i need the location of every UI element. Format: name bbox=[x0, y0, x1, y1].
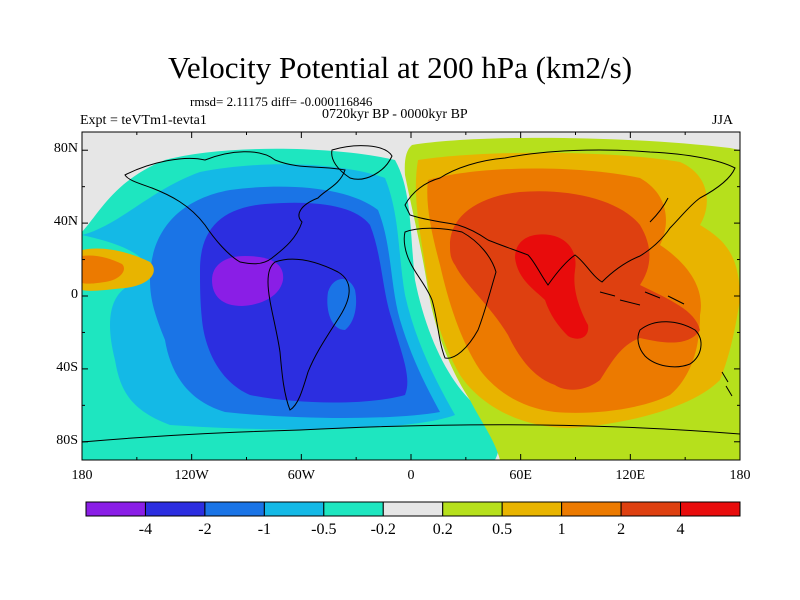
south-america-coast bbox=[267, 258, 350, 411]
lon-label-180e: 180 bbox=[729, 468, 751, 483]
colorbar-label: -4 bbox=[138, 521, 153, 538]
colorbar-swatch bbox=[561, 501, 622, 517]
chart-title: Velocity Potential at 200 hPa (km2/s) bbox=[167, 50, 633, 85]
experiment-label: Expt = teVTm1-tevta1 bbox=[80, 113, 207, 128]
africa-coast bbox=[403, 227, 497, 359]
colorbar-swatch bbox=[442, 501, 503, 517]
australia-coast bbox=[637, 321, 702, 368]
indonesia-coast bbox=[599, 291, 685, 306]
japan-coast bbox=[649, 197, 669, 223]
field-cyclone-inner bbox=[200, 202, 408, 403]
lat-label-40n: 40N bbox=[53, 214, 78, 230]
field-cyclone-center bbox=[212, 256, 284, 306]
colorbar-label: -0.5 bbox=[311, 521, 337, 538]
north-america-coast bbox=[124, 151, 346, 265]
coastlines bbox=[82, 145, 740, 443]
lon-label-120w: 120W bbox=[174, 468, 209, 483]
colorbar-swatch bbox=[323, 501, 384, 517]
velocity-potential-field bbox=[82, 132, 740, 460]
eurasia-coast bbox=[404, 149, 736, 286]
colorbar-swatch bbox=[680, 501, 741, 517]
colorbar-swatch bbox=[382, 501, 444, 517]
period-label: 0720kyr BP - 0000kyr BP bbox=[322, 107, 468, 122]
lat-label-40s: 40S bbox=[56, 359, 78, 375]
field-anticyclone-west-inner bbox=[82, 255, 125, 284]
field-anticyclone-center bbox=[515, 234, 589, 339]
colorbar-label: 4 bbox=[676, 521, 685, 538]
colorbar-label: -1 bbox=[257, 521, 272, 538]
colorbar-swatch bbox=[620, 501, 682, 517]
lat-label-80s: 80S bbox=[56, 432, 78, 448]
colorbar-label: 1 bbox=[557, 521, 566, 538]
lat-label-80n: 80N bbox=[53, 141, 78, 157]
new-zealand-coast bbox=[721, 371, 733, 397]
stats-line: rmsd= 2.11175 diff= -0.000116846 bbox=[190, 94, 373, 109]
colorbar bbox=[85, 501, 741, 517]
antarctica-coast bbox=[82, 424, 740, 443]
colorbar-label: 0.5 bbox=[492, 521, 513, 538]
colorbar-label: 2 bbox=[617, 521, 626, 538]
colorbar-swatch bbox=[263, 501, 325, 517]
colorbar-swatch bbox=[501, 501, 563, 517]
lon-label-120e: 120E bbox=[615, 468, 646, 483]
lon-label-60w: 60W bbox=[287, 468, 315, 483]
lat-label-0: 0 bbox=[71, 287, 78, 302]
colorbar-label: 0.2 bbox=[432, 521, 453, 538]
colorbar-label: -2 bbox=[198, 521, 212, 538]
lon-label-60e: 60E bbox=[509, 468, 532, 483]
greenland-coast bbox=[331, 145, 393, 180]
axis-ticks bbox=[81, 132, 741, 460]
lon-label-0: 0 bbox=[407, 468, 415, 483]
colorbar-swatch bbox=[144, 501, 206, 517]
colorbar-label: -0.2 bbox=[370, 521, 396, 538]
lon-label-180w: 180 bbox=[71, 468, 93, 483]
season-label: JJA bbox=[712, 113, 734, 128]
colorbar-swatch bbox=[204, 501, 265, 517]
colorbar-swatch bbox=[85, 501, 146, 517]
